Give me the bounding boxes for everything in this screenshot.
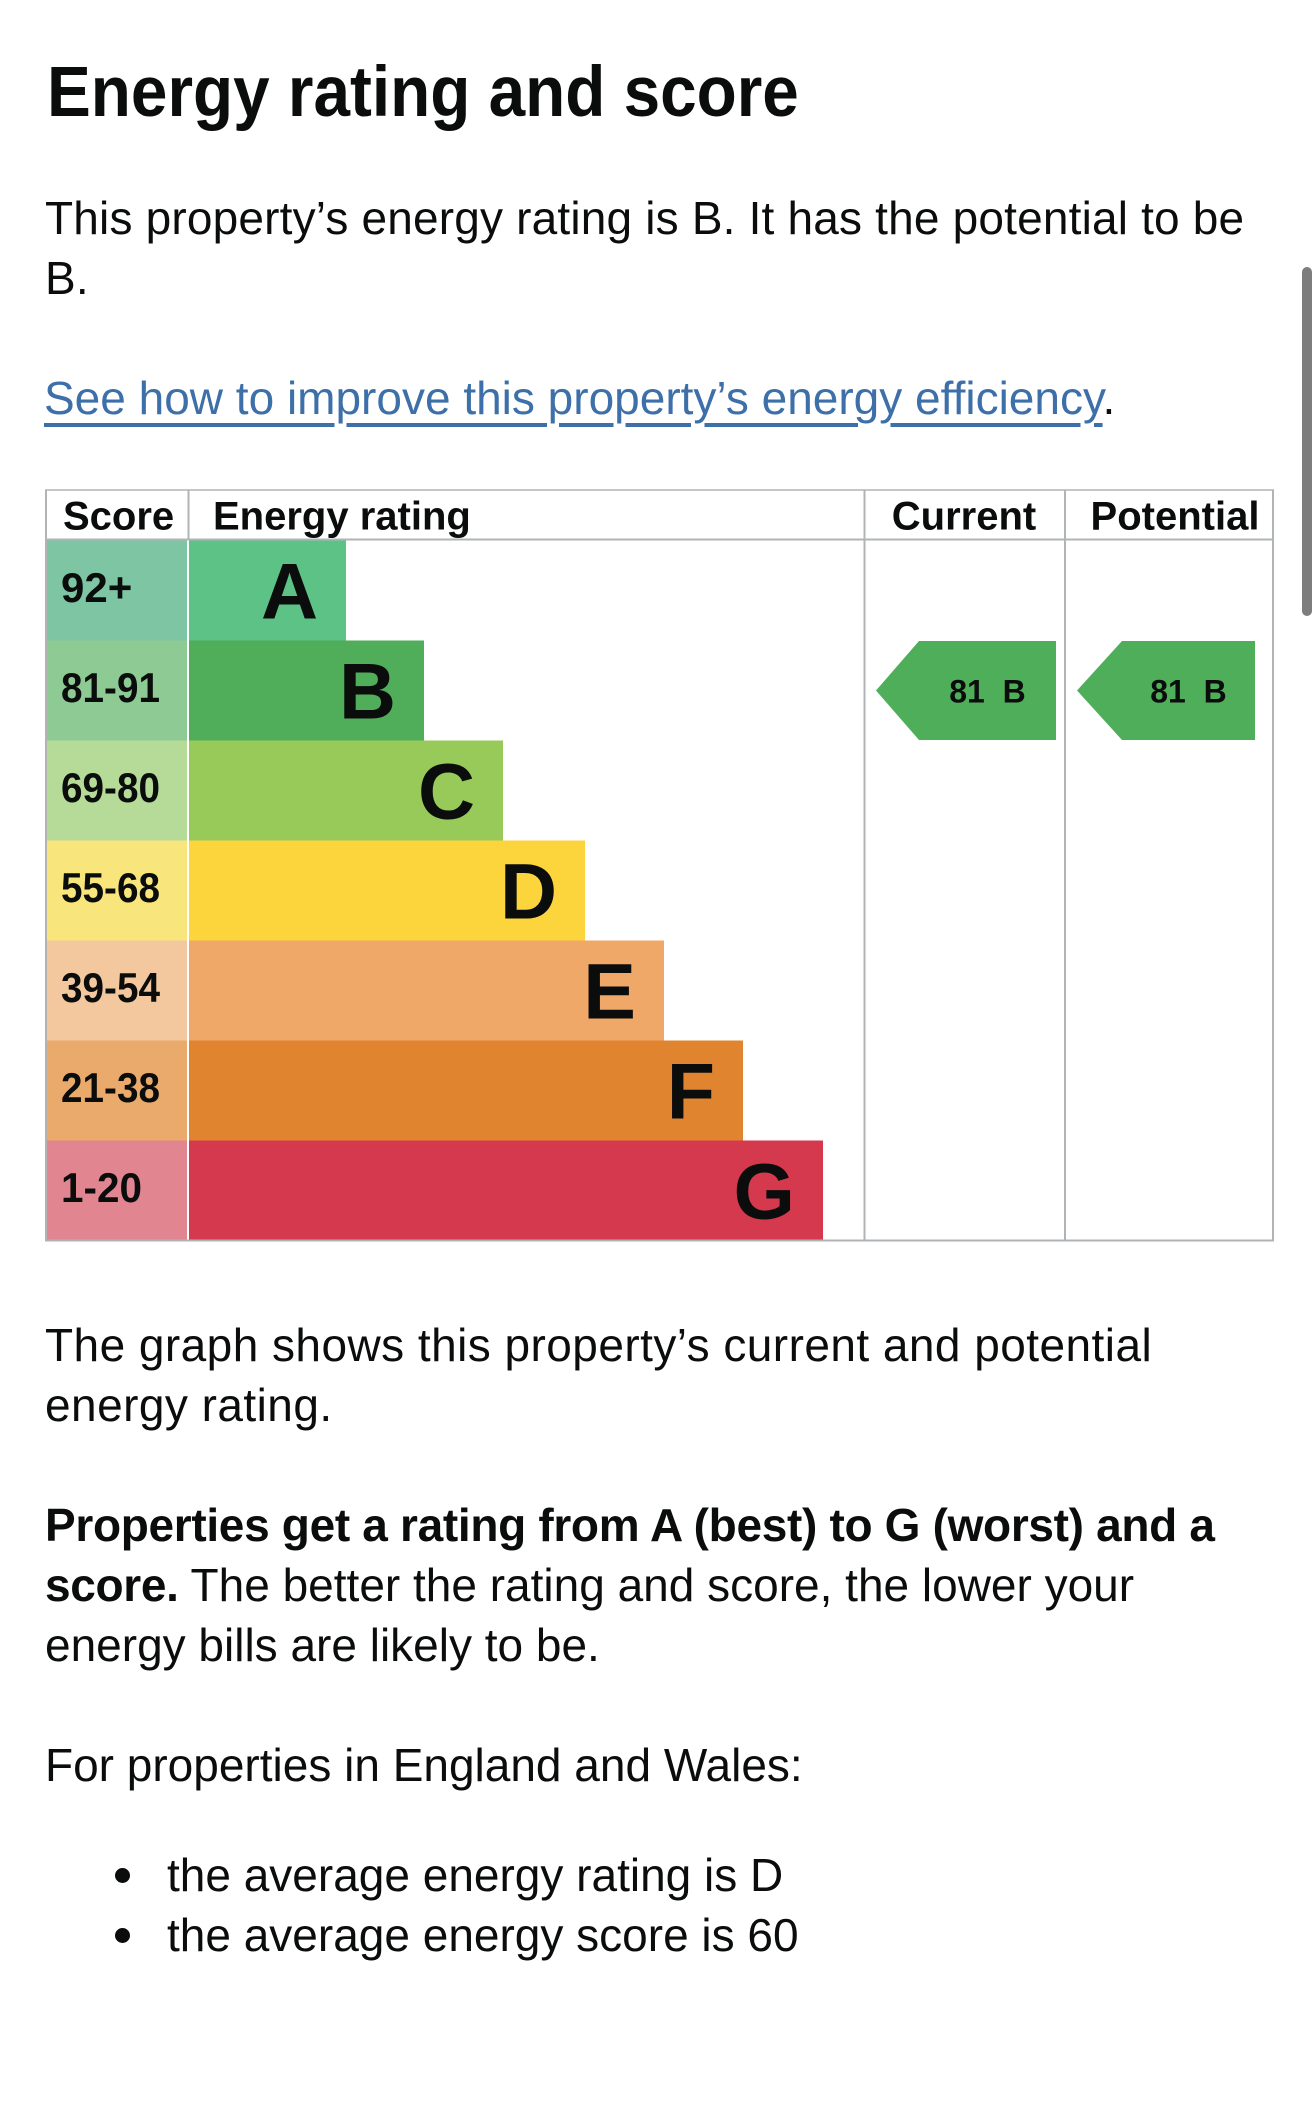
- svg-text:81 B: 81 B: [949, 674, 1025, 710]
- svg-text:Current: Current: [892, 495, 1036, 539]
- svg-text:81 B: 81 B: [1150, 674, 1226, 710]
- svg-text:Score: Score: [63, 495, 174, 539]
- svg-text:G: G: [734, 1147, 795, 1236]
- svg-text:D: D: [500, 847, 557, 936]
- svg-text:55-68: 55-68: [61, 864, 160, 911]
- svg-text:1-20: 1-20: [61, 1164, 142, 1211]
- svg-text:Energy rating: Energy rating: [213, 495, 471, 539]
- svg-text:B: B: [339, 647, 396, 736]
- svg-text:E: E: [583, 947, 636, 1036]
- svg-text:69-80: 69-80: [61, 764, 160, 811]
- svg-text:21-38: 21-38: [61, 1064, 160, 1111]
- svg-text:92+: 92+: [61, 564, 132, 611]
- svg-text:C: C: [418, 747, 475, 836]
- svg-text:F: F: [667, 1047, 715, 1136]
- svg-text:A: A: [261, 547, 318, 636]
- svg-text:81-91: 81-91: [61, 664, 160, 711]
- svg-text:Potential: Potential: [1091, 495, 1260, 539]
- svg-text:39-54: 39-54: [61, 964, 161, 1011]
